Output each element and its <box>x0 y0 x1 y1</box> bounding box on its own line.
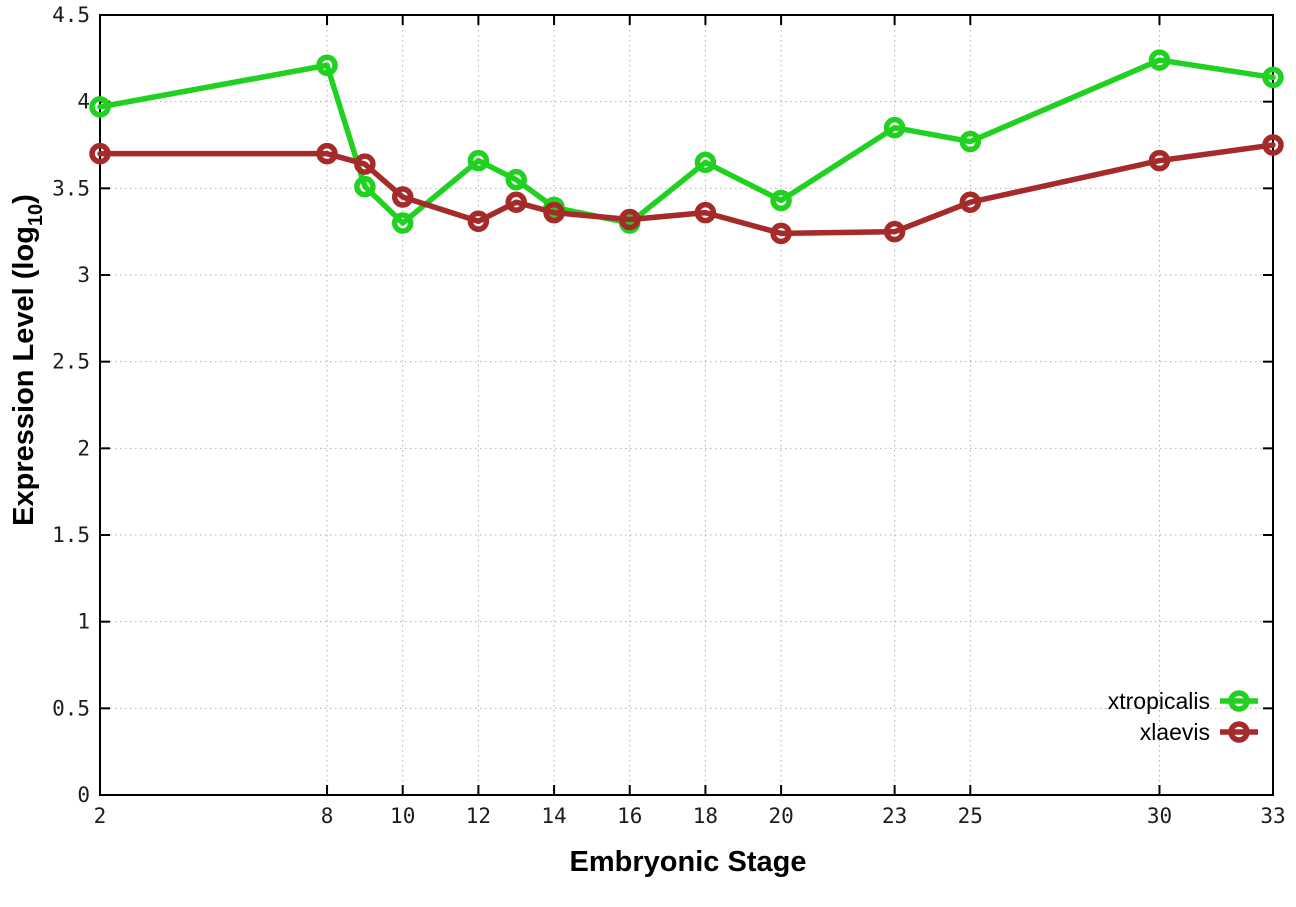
data-point-xtropicalis <box>883 116 906 139</box>
legend-label-xlaevis: xlaevis <box>1140 719 1210 745</box>
x-tick-label: 18 <box>693 804 718 828</box>
data-point-xtropicalis <box>959 130 982 153</box>
y-tick-label: 3.5 <box>52 176 90 200</box>
y-axis-title-close: ) <box>8 194 41 204</box>
x-tick-label: 16 <box>617 804 642 828</box>
data-point-xlaevis <box>618 208 641 231</box>
y-tick-label: 1 <box>77 610 90 634</box>
x-tick-label: 25 <box>958 804 983 828</box>
tick-labels: 2 8 10 12 14 16 18 20 23 25 30 33 0 0.5 1 1.5 2 2.5 3 3.5 4 4… <box>52 3 1286 828</box>
data-point-xtropicalis <box>694 151 717 174</box>
x-tick-label: 23 <box>882 804 907 828</box>
data-point-xlaevis <box>89 142 111 165</box>
tick-marks <box>99 14 1274 796</box>
data-point-xtropicalis <box>770 189 792 212</box>
data-point-xtropicalis <box>467 149 490 172</box>
data-point-xtropicalis <box>505 168 527 191</box>
data-point-xtropicalis <box>1262 66 1284 89</box>
y-tick-label: 0 <box>77 783 90 807</box>
legend-item-xlaevis: xlaevis <box>1140 719 1258 745</box>
data-point-xlaevis <box>543 201 565 224</box>
data-point-xlaevis <box>959 191 982 213</box>
grid-lines <box>100 15 1273 795</box>
data-point-xtropicalis <box>354 175 376 198</box>
data-point-xlaevis <box>505 191 527 213</box>
x-tick-label: 8 <box>321 804 334 828</box>
data-point-xlaevis <box>694 201 717 224</box>
x-tick-label: 20 <box>768 804 793 828</box>
series-line-xtropicalis <box>97 57 1276 226</box>
x-axis-title: Embryonic Stage <box>569 846 807 878</box>
x-tick-label: 12 <box>466 804 491 828</box>
data-point-xlaevis <box>770 222 792 245</box>
y-tick-label: 4.5 <box>52 3 90 27</box>
data-point-xlaevis <box>354 153 376 175</box>
y-axis-title: Expression Level (log10) <box>8 194 47 526</box>
data-point-xlaevis <box>883 220 906 243</box>
y-tick-label: 1.5 <box>52 523 90 547</box>
data-point-xlaevis <box>467 210 490 233</box>
legend: xtropicalis xlaevis <box>1108 688 1258 745</box>
y-tick-label: 3 <box>77 263 90 287</box>
x-tick-label: 10 <box>390 804 415 828</box>
data-point-xlaevis <box>316 142 338 165</box>
series-xtropicalis <box>89 49 1284 234</box>
y-axis-title-subscript: 10 <box>24 203 47 227</box>
data-point-xlaevis <box>1148 149 1171 172</box>
legend-label-xtropicalis: xtropicalis <box>1108 688 1210 714</box>
data-point-xtropicalis <box>1148 49 1171 71</box>
legend-marker-sample <box>1228 721 1250 743</box>
series-xlaevis <box>89 134 1284 245</box>
x-tick-label: 14 <box>541 804 566 828</box>
data-point-xtropicalis <box>89 96 111 118</box>
x-tick-label: 33 <box>1260 804 1285 828</box>
y-axis-title-text: Expression Level (log <box>8 226 41 526</box>
y-tick-label: 4 <box>77 90 90 114</box>
y-tick-label: 2.5 <box>52 350 90 374</box>
x-tick-label: 30 <box>1147 804 1172 828</box>
legend-item-xtropicalis: xtropicalis <box>1108 688 1258 714</box>
x-tick-label: 2 <box>94 804 107 828</box>
data-point-xlaevis <box>391 186 414 208</box>
series-line-xlaevis <box>97 142 1276 237</box>
y-tick-label: 2 <box>77 436 90 460</box>
legend-marker-sample <box>1228 690 1250 712</box>
data-point-xlaevis <box>1262 134 1284 156</box>
data-point-xtropicalis <box>391 212 414 234</box>
plot-border <box>99 14 1274 796</box>
y-tick-label: 0.5 <box>52 696 90 720</box>
data-point-xtropicalis <box>316 54 338 77</box>
